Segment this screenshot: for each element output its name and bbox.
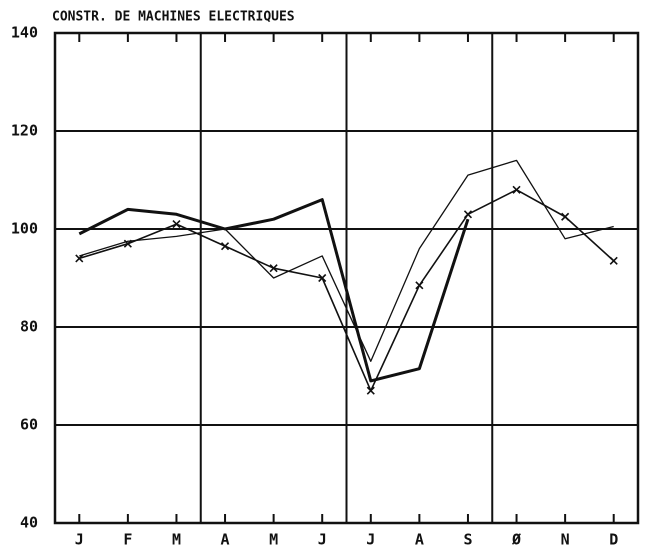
- x-tick-label: M: [172, 531, 181, 549]
- series-line: [78, 198, 470, 383]
- x-tick-label: Ø: [511, 531, 521, 549]
- x-marker: [172, 220, 181, 229]
- y-tick-label: 120: [11, 122, 38, 140]
- x-tick-label: J: [366, 531, 375, 549]
- x-tick-label: S: [463, 531, 472, 549]
- x-marker: [463, 210, 473, 219]
- chart-title: CONSTR. DE MACHINES ELECTRIQUES: [52, 10, 295, 25]
- x-marker: [123, 239, 132, 248]
- x-tick-label: A: [415, 531, 424, 549]
- y-tick-label: 80: [20, 318, 38, 336]
- x-marker: [366, 386, 375, 395]
- x-tick-label: D: [609, 531, 618, 549]
- x-marker: [269, 264, 278, 273]
- x-tick-label: A: [221, 531, 230, 549]
- y-tick-label: 40: [20, 514, 38, 532]
- x-tick-label: J: [318, 531, 327, 549]
- x-marker: [75, 254, 84, 263]
- x-tick-label: M: [269, 531, 278, 549]
- x-marker: [220, 242, 230, 251]
- y-tick-label: 140: [11, 24, 38, 42]
- x-marker: [561, 212, 570, 221]
- x-marker: [512, 185, 521, 194]
- y-tick-label: 100: [11, 220, 38, 238]
- y-tick-label: 60: [20, 416, 38, 434]
- plot-frame: [53, 31, 640, 525]
- x-tick-label: F: [123, 531, 132, 549]
- x-marker: [318, 273, 327, 283]
- x-marker: [415, 281, 424, 290]
- x-tick-label: N: [561, 531, 570, 549]
- x-marker: [609, 256, 618, 265]
- series-line: [79, 159, 614, 362]
- x-tick-label: J: [75, 531, 84, 549]
- series-line: [79, 189, 615, 392]
